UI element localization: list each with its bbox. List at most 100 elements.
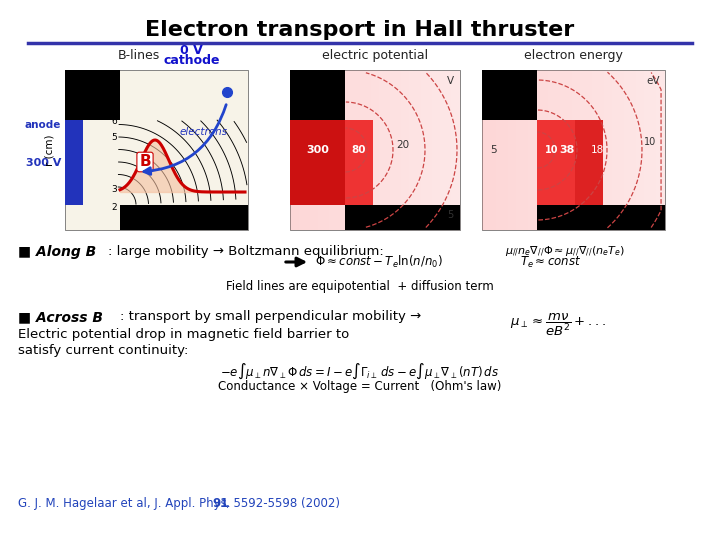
- Bar: [644, 70, 645, 230]
- Bar: [631, 70, 632, 230]
- Bar: [363, 70, 364, 230]
- Bar: [658, 70, 659, 230]
- Bar: [331, 70, 332, 230]
- Bar: [456, 70, 457, 230]
- Bar: [523, 70, 524, 230]
- Bar: [395, 70, 396, 230]
- Bar: [290, 70, 291, 230]
- Text: 20: 20: [397, 140, 410, 150]
- Bar: [359, 70, 360, 230]
- Text: r (cm): r (cm): [44, 134, 54, 166]
- Bar: [545, 70, 546, 230]
- Bar: [517, 70, 518, 230]
- Bar: [639, 70, 640, 230]
- Bar: [513, 70, 514, 230]
- Bar: [647, 70, 648, 230]
- Bar: [422, 70, 423, 230]
- Bar: [292, 70, 293, 230]
- Bar: [299, 70, 300, 230]
- Bar: [561, 70, 562, 230]
- Bar: [635, 70, 636, 230]
- Bar: [458, 70, 459, 230]
- Bar: [638, 70, 639, 230]
- Bar: [502, 70, 503, 230]
- Bar: [514, 70, 515, 230]
- Text: G. J. M. Hagelaar et al, J. Appl. Phys.: G. J. M. Hagelaar et al, J. Appl. Phys.: [18, 497, 234, 510]
- Bar: [324, 70, 325, 230]
- Bar: [444, 70, 445, 230]
- Bar: [315, 70, 316, 230]
- Bar: [546, 70, 547, 230]
- Bar: [624, 70, 625, 230]
- Bar: [632, 70, 633, 230]
- Bar: [623, 70, 624, 230]
- Bar: [663, 70, 664, 230]
- Bar: [310, 70, 311, 230]
- Bar: [605, 70, 606, 230]
- Bar: [568, 70, 569, 230]
- Text: ■ Across B: ■ Across B: [18, 310, 103, 324]
- Bar: [637, 70, 638, 230]
- Bar: [318, 70, 319, 230]
- Bar: [646, 70, 647, 230]
- Bar: [619, 70, 620, 230]
- Bar: [497, 70, 498, 230]
- Text: 0 V: 0 V: [180, 44, 203, 57]
- Text: $-e\int\mu_{\perp}n\nabla_{\perp}\Phi\,ds=I-e\int\Gamma_{i\perp}\,ds-e\int\mu_{\: $-e\int\mu_{\perp}n\nabla_{\perp}\Phi\,d…: [220, 362, 500, 381]
- Bar: [294, 70, 295, 230]
- Bar: [445, 70, 446, 230]
- Bar: [507, 70, 508, 230]
- Bar: [633, 70, 634, 230]
- Bar: [414, 70, 415, 230]
- Bar: [504, 70, 505, 230]
- Bar: [515, 70, 516, 230]
- Bar: [426, 70, 427, 230]
- Bar: [454, 70, 455, 230]
- Bar: [381, 70, 382, 230]
- Bar: [495, 70, 496, 230]
- Bar: [409, 70, 410, 230]
- Text: Electron transport in Hall thruster: Electron transport in Hall thruster: [145, 20, 575, 40]
- Bar: [347, 70, 348, 230]
- Bar: [403, 70, 404, 230]
- Bar: [375, 70, 376, 230]
- Bar: [596, 70, 597, 230]
- Bar: [493, 70, 494, 230]
- Bar: [563, 70, 564, 230]
- Bar: [418, 70, 419, 230]
- Bar: [425, 70, 426, 230]
- Bar: [489, 70, 490, 230]
- Bar: [306, 70, 307, 230]
- Bar: [625, 70, 626, 230]
- Bar: [661, 70, 662, 230]
- Bar: [554, 70, 555, 230]
- Bar: [607, 70, 608, 230]
- Bar: [304, 70, 305, 230]
- Text: 6: 6: [112, 118, 117, 126]
- Bar: [419, 70, 420, 230]
- Bar: [574, 70, 575, 230]
- Bar: [453, 70, 454, 230]
- Bar: [653, 70, 654, 230]
- Bar: [327, 70, 328, 230]
- Text: 38: 38: [559, 145, 575, 155]
- Bar: [572, 70, 573, 230]
- Bar: [431, 70, 432, 230]
- Bar: [326, 70, 327, 230]
- Bar: [486, 70, 487, 230]
- Bar: [325, 70, 326, 230]
- Bar: [352, 70, 353, 230]
- Bar: [416, 70, 417, 230]
- Bar: [537, 70, 538, 230]
- Bar: [645, 70, 646, 230]
- Text: B: B: [139, 154, 150, 170]
- Bar: [611, 70, 612, 230]
- Bar: [440, 70, 441, 230]
- Bar: [608, 70, 609, 230]
- Bar: [558, 70, 559, 230]
- Bar: [329, 70, 330, 230]
- Text: 10: 10: [644, 137, 656, 147]
- Bar: [630, 70, 631, 230]
- Text: 2: 2: [112, 204, 117, 213]
- Bar: [541, 70, 542, 230]
